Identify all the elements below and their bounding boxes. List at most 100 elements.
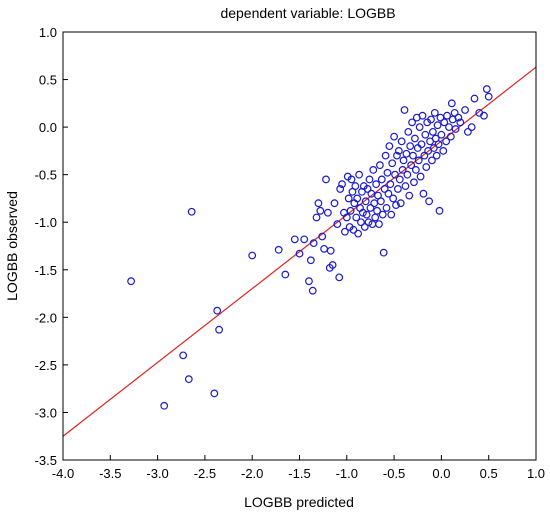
x-tick-label: -4.0 <box>52 466 74 481</box>
data-point <box>394 146 403 155</box>
data-point <box>312 213 321 222</box>
x-tick-label: -3.5 <box>99 466 121 481</box>
data-point <box>160 401 169 410</box>
data-point <box>405 191 414 200</box>
x-axis-title: LOGBB predicted <box>244 494 354 510</box>
x-tick-label: 0.0 <box>432 466 450 481</box>
data-point <box>454 113 463 122</box>
y-tick-label: -3.0 <box>35 405 57 420</box>
data-point <box>463 127 472 136</box>
data-point <box>372 180 381 189</box>
y-tick-label: 0.5 <box>39 73 57 88</box>
data-point <box>417 140 426 149</box>
data-point <box>323 208 332 217</box>
data-point <box>425 197 434 206</box>
data-point <box>402 149 411 158</box>
data-point <box>326 246 335 255</box>
data-point <box>349 225 358 234</box>
x-tick-label: -1.0 <box>336 466 358 481</box>
data-point <box>184 375 193 384</box>
data-point <box>396 199 405 208</box>
data-point <box>410 178 418 187</box>
points-layer <box>127 85 493 410</box>
x-tick-label: -3.0 <box>146 466 168 481</box>
data-point <box>213 306 222 315</box>
data-point <box>371 213 380 222</box>
data-point <box>400 106 409 114</box>
y-tick-label: -2.0 <box>35 310 57 325</box>
data-point <box>480 111 488 120</box>
data-point <box>385 142 394 151</box>
y-tick-label: -0.5 <box>35 168 57 183</box>
data-point <box>378 210 387 219</box>
data-point <box>290 235 299 244</box>
data-point <box>358 208 367 217</box>
regression-line <box>62 66 537 437</box>
x-tick-label: 0.5 <box>480 466 498 481</box>
data-point <box>467 123 476 132</box>
data-point <box>333 220 342 229</box>
data-point <box>376 197 385 206</box>
data-point <box>375 220 383 229</box>
data-point <box>418 111 427 120</box>
data-point <box>383 168 392 177</box>
data-point <box>341 227 349 236</box>
data-point <box>392 201 400 210</box>
data-point <box>391 170 399 179</box>
plot-frame <box>62 31 537 461</box>
data-point <box>456 118 465 127</box>
data-point <box>306 256 315 265</box>
data-point <box>398 166 407 174</box>
y-tick-label: -1.5 <box>35 263 57 278</box>
data-point <box>440 118 449 127</box>
data-point <box>361 197 370 206</box>
data-point <box>353 194 362 203</box>
data-point <box>389 194 398 203</box>
data-point <box>363 185 372 193</box>
data-point <box>300 235 309 244</box>
data-point <box>318 232 327 241</box>
data-point <box>380 185 389 193</box>
data-point <box>386 180 395 189</box>
data-point <box>384 189 393 198</box>
x-tick-label: -2.0 <box>241 466 263 481</box>
data-point <box>390 132 399 141</box>
data-point <box>433 121 442 130</box>
tick-layer: -4.0 -3.5 -3.0 -2.5 -2.0 -1.5 -1.0 -0.5 0.0 0.5 1.… <box>35 25 545 481</box>
data-point <box>437 130 446 139</box>
data-point <box>322 175 330 184</box>
x-tick-label: -0.5 <box>383 466 405 481</box>
data-point <box>354 229 363 238</box>
data-point <box>215 325 223 334</box>
data-point <box>434 140 443 149</box>
data-point <box>364 218 373 227</box>
data-point <box>401 182 410 190</box>
data-point <box>328 261 337 269</box>
data-point <box>248 251 257 260</box>
data-point <box>482 85 491 93</box>
data-point <box>330 199 339 208</box>
data-point <box>414 156 423 165</box>
data-point <box>428 156 436 165</box>
data-point <box>373 206 381 215</box>
data-point <box>360 223 369 231</box>
data-point <box>406 142 415 151</box>
data-point <box>427 115 435 124</box>
y-tick-label: -3.5 <box>35 453 57 468</box>
data-point <box>365 175 374 184</box>
data-point <box>429 144 438 152</box>
data-point <box>411 166 420 174</box>
data-point <box>388 159 397 168</box>
data-point <box>407 161 416 170</box>
data-point <box>274 245 283 254</box>
data-point <box>419 189 428 198</box>
data-point <box>397 137 406 146</box>
data-point <box>352 213 361 222</box>
data-point <box>314 199 323 208</box>
data-point <box>179 351 188 360</box>
data-point <box>381 151 390 160</box>
y-tick-label: 1.0 <box>39 25 57 40</box>
data-point <box>379 248 388 257</box>
data-point <box>422 163 431 171</box>
